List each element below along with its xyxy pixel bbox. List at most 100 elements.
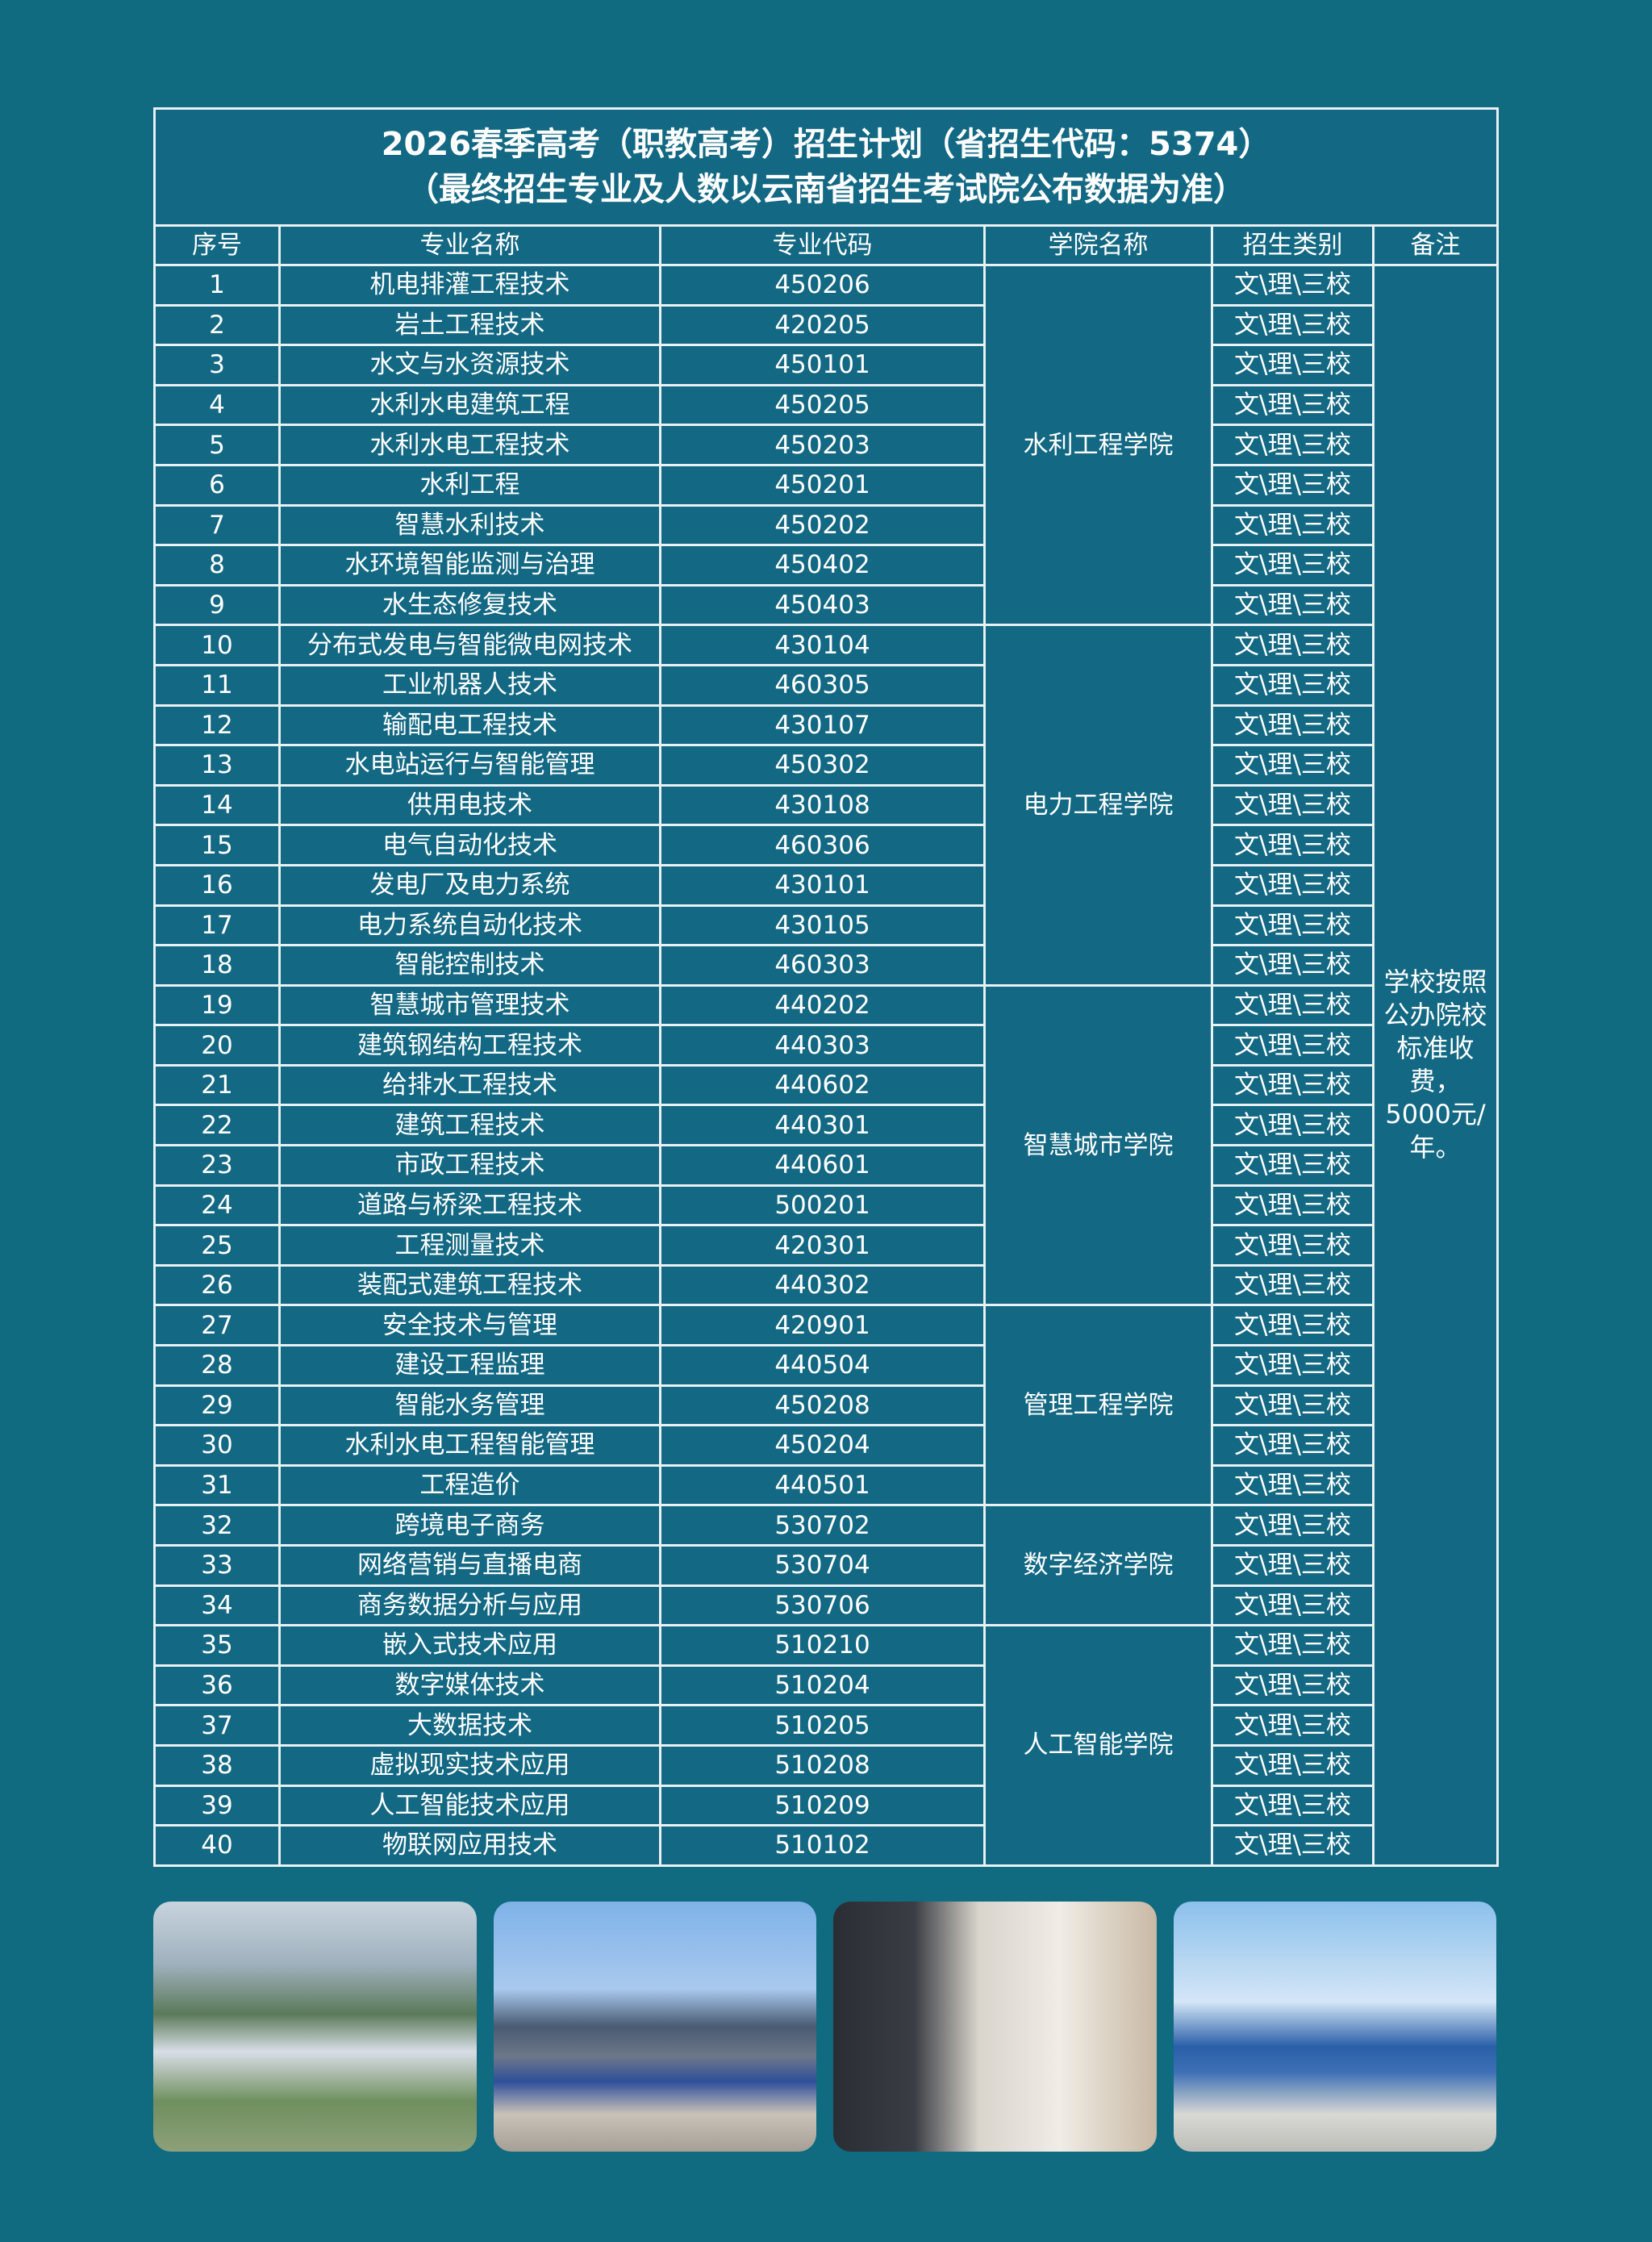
row-index: 3 [153,344,281,386]
row-index: 17 [153,904,281,947]
table-row: 25 工程测量技术 420301 文\理\三校 [153,1224,1498,1267]
row-index: 38 [153,1743,281,1787]
enrollment-category: 文\理\三校 [1211,1384,1375,1427]
table-row: 14 供用电技术 430108 文\理\三校 [153,783,1498,827]
table-row: 1 机电排灌工程技术 450206 水利工程学院 文\理\三校 学校按照公办院校标准收费，… [153,263,1500,1867]
enrollment-category: 文\理\三校 [1211,503,1375,547]
major-name: 电气自动化技术 [278,824,661,866]
enrollment-category: 文\理\三校 [1211,1304,1375,1347]
table-row: 20 建筑钢结构工程技术 440303 文\理\三校 [153,1024,1498,1067]
row-index: 22 [153,1104,281,1147]
campus-gate-fair-photo [493,1902,816,2152]
major-code: 440302 [659,1263,986,1307]
row-index: 10 [153,624,281,666]
major-code: 450208 [659,1384,986,1427]
table-row: 30 水利水电工程智能管理 450204 文\理\三校 [153,1424,1498,1467]
enrollment-category: 文\理\三校 [1211,1144,1375,1187]
row-index: 4 [153,383,281,427]
college-name: 管理工程学院 [983,1304,1213,1507]
major-name: 水利水电工程智能管理 [278,1424,661,1467]
enrollment-category: 文\理\三校 [1211,703,1375,747]
row-index: 5 [153,424,281,466]
enrollment-category: 文\理\三校 [1211,944,1375,987]
major-code: 450205 [659,383,986,427]
row-index: 37 [153,1704,281,1747]
enrollment-category: 文\理\三校 [1211,863,1375,907]
enrollment-category: 文\理\三校 [1211,663,1375,707]
major-name: 跨境电子商务 [278,1504,661,1547]
table-row: 3 水文与水资源技术 450101 文\理\三校 [153,344,1498,386]
row-index: 30 [153,1424,281,1467]
major-code: 420205 [659,303,986,347]
enrollment-category: 文\理\三校 [1211,424,1375,466]
table-row: 31 工程造价 440501 文\理\三校 [153,1463,1498,1507]
enrollment-fair-tents-photo [1173,1902,1496,2152]
row-index: 1 [153,264,281,307]
row-index: 16 [153,863,281,907]
major-code: 450201 [659,463,986,507]
table-row: 32 跨境电子商务 530702 数字经济学院 文\理\三校 [153,1504,1498,1627]
row-index: 6 [153,463,281,507]
title-line-2: （最终招生专业及人数以云南省招生考试院公布数据为准） [407,171,1246,208]
major-code: 450402 [659,544,986,587]
major-code: 440301 [659,1104,986,1147]
major-name: 市政工程技术 [278,1144,661,1187]
major-code: 430104 [659,624,986,666]
major-code: 430101 [659,863,986,907]
major-code: 420901 [659,1304,986,1347]
row-index: 19 [153,983,281,1027]
major-code: 430107 [659,703,986,747]
enrollment-category: 文\理\三校 [1211,1424,1375,1467]
table-row: 23 市政工程技术 440601 文\理\三校 [153,1144,1498,1187]
table-row: 4 水利水电建筑工程 450205 文\理\三校 [153,383,1498,427]
enrollment-category: 文\理\三校 [1211,1743,1375,1787]
major-code: 460303 [659,944,986,987]
major-name: 道路与桥梁工程技术 [278,1184,661,1227]
header-category: 招生类别 [1211,224,1375,266]
table-row: 18 智能控制技术 460303 文\理\三校 [153,944,1498,987]
college-name: 数字经济学院 [983,1504,1213,1627]
major-name: 智能水务管理 [278,1384,661,1427]
row-index: 29 [153,1384,281,1427]
major-name: 安全技术与管理 [278,1304,661,1347]
enrollment-category: 文\理\三校 [1211,744,1375,787]
enrollment-category: 文\理\三校 [1211,1463,1375,1507]
major-code: 450203 [659,424,986,466]
campus-aerial-photo [153,1902,477,2152]
enrollment-category: 文\理\三校 [1211,624,1375,666]
row-index: 27 [153,1304,281,1347]
table-row: 7 智慧水利技术 450202 文\理\三校 [153,503,1498,547]
row-index: 25 [153,1224,281,1267]
remark-cell: 学校按照公办院校标准收费，5000元/年。 [1371,264,1500,1867]
table-row: 10 分布式发电与智能微电网技术 430104 电力工程学院 文\理\三校 [153,624,1498,987]
enrollment-category: 文\理\三校 [1211,1263,1375,1307]
enrollment-category: 文\理\三校 [1211,783,1375,827]
table-row: 38 虚拟现实技术应用 510208 文\理\三校 [153,1743,1498,1787]
enrollment-category: 文\理\三校 [1211,1624,1375,1667]
major-code: 440602 [659,1063,986,1107]
major-name: 智慧水利技术 [278,503,661,547]
major-code: 510210 [659,1624,986,1667]
enrollment-category: 文\理\三校 [1211,824,1375,866]
major-name: 发电厂及电力系统 [278,863,661,907]
table-row: 24 道路与桥梁工程技术 500201 文\理\三校 [153,1184,1498,1227]
row-index: 39 [153,1784,281,1827]
major-code: 440601 [659,1144,986,1187]
table-row: 40 物联网应用技术 510102 文\理\三校 [153,1824,1498,1867]
major-code: 420301 [659,1224,986,1267]
photo-strip [153,1902,1496,2152]
enrollment-category: 文\理\三校 [1211,583,1375,627]
major-name: 网络营销与直播电商 [278,1544,661,1587]
major-name: 供用电技术 [278,783,661,827]
major-name: 嵌入式技术应用 [278,1624,661,1667]
row-index: 14 [153,783,281,827]
major-name: 虚拟现实技术应用 [278,1743,661,1787]
enrollment-category: 文\理\三校 [1211,1784,1375,1827]
row-index: 2 [153,303,281,347]
header-major-name: 专业名称 [278,224,661,266]
major-name: 水利水电工程技术 [278,424,661,466]
major-name: 岩土工程技术 [278,303,661,347]
enrollment-category: 文\理\三校 [1211,1584,1375,1627]
major-name: 大数据技术 [278,1704,661,1747]
header-major-code: 专业代码 [659,224,986,266]
